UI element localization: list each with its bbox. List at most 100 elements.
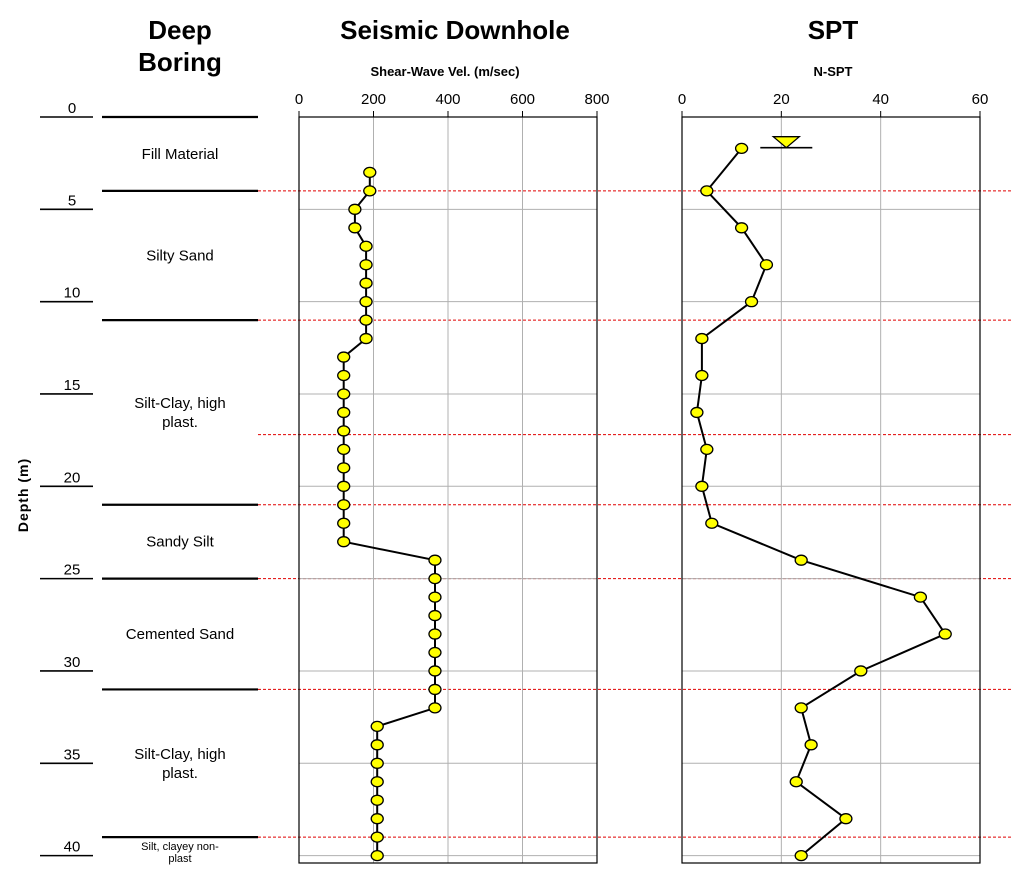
data-point bbox=[337, 499, 351, 511]
data-point bbox=[363, 166, 377, 179]
depth-tick-label: 25 bbox=[64, 562, 81, 579]
depth-tick-label: 5 bbox=[68, 192, 76, 209]
data-point bbox=[759, 259, 774, 271]
x-tick-label: 0 bbox=[295, 91, 303, 108]
boring-title-line2: Boring bbox=[138, 47, 222, 77]
data-point bbox=[348, 203, 362, 215]
data-point bbox=[428, 665, 442, 677]
layer-boundary-lines bbox=[258, 190, 1012, 838]
data-point bbox=[428, 683, 442, 696]
x-tick-label: 20 bbox=[773, 91, 790, 108]
data-point bbox=[734, 222, 749, 234]
data-point bbox=[337, 425, 351, 437]
data-point bbox=[370, 849, 384, 862]
data-point bbox=[705, 517, 719, 529]
data-point bbox=[370, 794, 384, 806]
data-point bbox=[789, 776, 803, 788]
data-point bbox=[695, 332, 709, 345]
data-point bbox=[695, 480, 709, 492]
data-point bbox=[700, 185, 714, 197]
data-point bbox=[337, 480, 351, 492]
spt-x-axis-label: N-SPT bbox=[814, 64, 853, 79]
data-point bbox=[363, 185, 377, 197]
data-point bbox=[913, 591, 928, 603]
data-point bbox=[370, 757, 384, 769]
data-point bbox=[428, 628, 442, 640]
depth-axis-label: Depth (m) bbox=[15, 458, 31, 532]
x-tick-label: 40 bbox=[872, 91, 889, 108]
boring-layer-name: Cemented Sand bbox=[126, 626, 234, 643]
data-point bbox=[337, 369, 351, 382]
data-point bbox=[337, 517, 351, 529]
data-point bbox=[695, 369, 709, 382]
seismic-chart-title: Seismic Downhole bbox=[340, 15, 570, 45]
data-point bbox=[794, 554, 808, 566]
x-tick-label: 60 bbox=[972, 91, 989, 108]
data-point bbox=[690, 406, 704, 419]
boring-layer-name: Silt-Clay, high plast. bbox=[134, 395, 225, 431]
data-point bbox=[428, 646, 442, 659]
plot-frame bbox=[298, 116, 598, 864]
depth-tick-label: 0 bbox=[68, 100, 76, 117]
data-point bbox=[794, 702, 808, 714]
data-point bbox=[839, 813, 853, 825]
data-point bbox=[428, 572, 442, 585]
data-point bbox=[428, 554, 442, 566]
spt-chart: 0 20 40 60 bbox=[678, 91, 989, 864]
data-point bbox=[337, 462, 351, 474]
seismic-downhole-chart: 0 200 400 600 800 bbox=[295, 91, 610, 864]
data-point bbox=[337, 443, 351, 456]
data-point bbox=[337, 536, 351, 548]
data-point bbox=[370, 813, 384, 825]
data-point bbox=[854, 665, 868, 677]
data-point bbox=[359, 296, 373, 308]
data-point bbox=[370, 831, 384, 843]
x-tick-label: 200 bbox=[361, 91, 386, 108]
spt-chart-title: SPT bbox=[808, 15, 859, 45]
depth-tick-label: 10 bbox=[64, 285, 81, 302]
depth-tick-label: 30 bbox=[64, 654, 81, 671]
data-point bbox=[938, 628, 952, 640]
data-point bbox=[744, 296, 759, 308]
depth-tick-label: 15 bbox=[64, 377, 81, 394]
data-point bbox=[348, 222, 362, 234]
data-point bbox=[370, 720, 384, 733]
data-point bbox=[428, 702, 442, 714]
data-point bbox=[370, 739, 384, 751]
depth-ticks: 0 5 10 15 20 25 30 35 40 bbox=[40, 100, 93, 857]
series-line bbox=[342, 172, 436, 856]
depth-tick-label: 35 bbox=[64, 746, 81, 763]
data-point bbox=[359, 240, 373, 252]
data-point bbox=[700, 443, 714, 456]
boring-layer-name: Fill Material bbox=[142, 146, 219, 163]
boring-layer-name: Silt-Clay, high plast. bbox=[134, 746, 225, 782]
x-tick-label: 800 bbox=[584, 91, 609, 108]
depth-tick-label: 20 bbox=[64, 469, 81, 486]
data-point bbox=[359, 314, 373, 326]
boring-layer-name: Silt, clayey non-plast bbox=[141, 841, 219, 865]
data-point bbox=[359, 277, 373, 289]
data-point bbox=[359, 332, 373, 345]
data-point bbox=[428, 609, 442, 622]
x-tick-label: 0 bbox=[678, 91, 686, 108]
depth-tick-label: 40 bbox=[64, 839, 81, 856]
data-point bbox=[337, 351, 351, 363]
x-tick-label: 400 bbox=[435, 91, 460, 108]
boring-layer-name: Sandy Silt bbox=[146, 534, 214, 551]
boring-title-line1: Deep bbox=[148, 15, 212, 45]
boring-log: Fill Material Silty Sand Silt-Clay, high pl… bbox=[102, 115, 258, 865]
boring-layer-name: Silty Sand bbox=[146, 247, 214, 264]
data-point bbox=[794, 849, 808, 862]
data-point bbox=[428, 591, 442, 603]
x-tick-label: 600 bbox=[510, 91, 535, 108]
data-point bbox=[370, 776, 384, 788]
data-point bbox=[337, 406, 351, 419]
water-table-symbol bbox=[760, 136, 813, 149]
series-line bbox=[695, 147, 947, 857]
data-point bbox=[359, 259, 373, 271]
data-point bbox=[734, 142, 749, 155]
data-point bbox=[804, 739, 818, 751]
data-point bbox=[337, 388, 351, 400]
plot-frame bbox=[681, 116, 981, 864]
